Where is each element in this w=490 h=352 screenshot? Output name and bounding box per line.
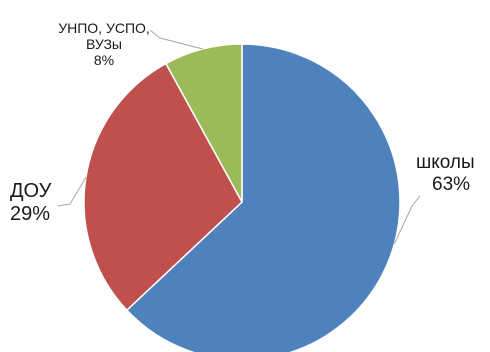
slice-label-unpo-value: 8% bbox=[93, 52, 115, 69]
slice-label-shkoly-name: школы bbox=[416, 152, 475, 173]
slice-label-dou-value: 29% bbox=[10, 203, 51, 225]
slice-label-shkoly: школы 63% bbox=[416, 152, 475, 196]
leader-line-dou bbox=[57, 177, 87, 207]
leader-line-unpo bbox=[149, 29, 203, 50]
leader-line-shkoly bbox=[393, 195, 421, 245]
leader-lines bbox=[57, 29, 421, 245]
slice-label-unpo: УНПО, УСПО, ВУЗы 8% bbox=[38, 20, 170, 68]
slice-label-dou: ДОУ 29% bbox=[10, 180, 51, 226]
slice-label-unpo-line1: УНПО, УСПО, bbox=[58, 20, 150, 36]
pie-slice-shkoly bbox=[125, 43, 401, 352]
slice-label-unpo-line2: ВУЗы bbox=[86, 36, 122, 53]
slice-label-dou-name: ДОУ bbox=[10, 180, 52, 202]
pie-slices bbox=[83, 43, 401, 352]
slice-label-shkoly-value: 63% bbox=[432, 173, 471, 195]
